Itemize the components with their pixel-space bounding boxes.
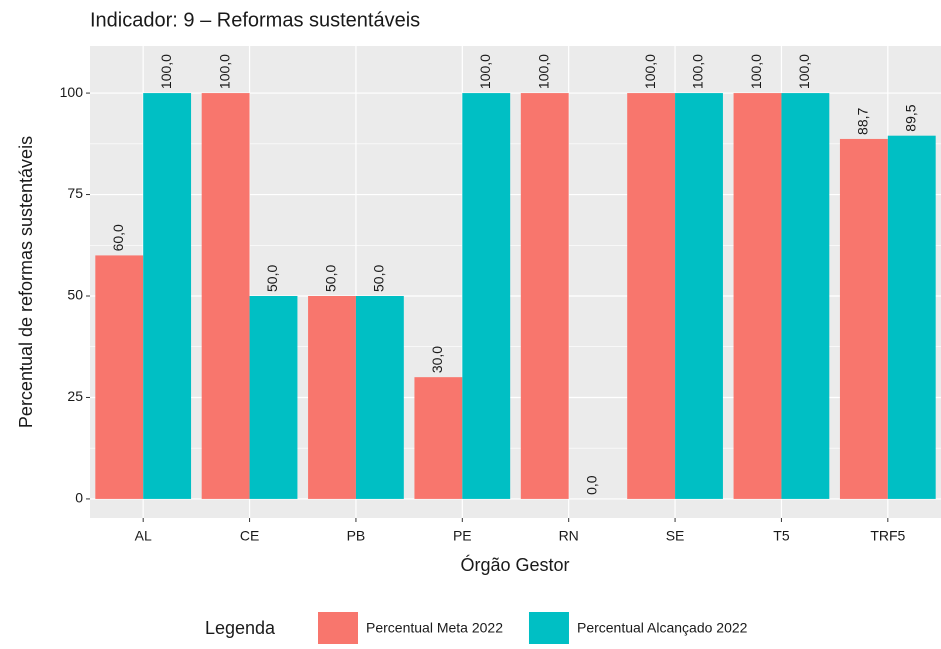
legend-title: Legenda: [205, 618, 276, 638]
bar: [143, 93, 192, 499]
bar: [781, 93, 830, 499]
value-label: 100,0: [216, 54, 232, 89]
x-tick-label: TRF5: [870, 528, 905, 544]
y-tick-label: 50: [67, 287, 83, 303]
value-label: 100,0: [796, 54, 812, 89]
value-label: 50,0: [264, 265, 280, 292]
legend-label: Percentual Meta 2022: [366, 620, 503, 636]
value-label: 30,0: [429, 346, 445, 373]
bar: [627, 93, 676, 499]
value-label: 60,0: [110, 224, 126, 251]
bar: [887, 135, 936, 499]
x-tick-label: RN: [559, 528, 579, 544]
value-label: 50,0: [371, 265, 387, 292]
value-label: 100,0: [642, 54, 658, 89]
x-tick-label: PB: [347, 528, 366, 544]
value-label: 100,0: [690, 54, 706, 89]
legend-label: Percentual Alcançado 2022: [577, 620, 748, 636]
value-label: 0,0: [583, 475, 599, 495]
bar: [201, 93, 250, 499]
value-label: 100,0: [477, 54, 493, 89]
bar: [675, 93, 723, 499]
value-label: 89,5: [902, 104, 918, 131]
x-axis-label: Órgão Gestor: [460, 554, 569, 575]
bar: [95, 255, 144, 499]
bar: [462, 93, 511, 499]
chart-title: Indicador: 9 – Reformas sustentáveis: [90, 9, 420, 31]
bar: [839, 138, 888, 499]
value-label: 100,0: [535, 54, 551, 89]
y-axis-label: Percentual de reformas sustentáveis: [16, 136, 36, 428]
y-tick-label: 75: [67, 185, 83, 201]
bar: [355, 296, 404, 499]
x-tick-label: AL: [135, 528, 152, 544]
bar: [308, 296, 356, 499]
legend-key: [318, 612, 358, 646]
y-tick-label: 100: [60, 84, 84, 100]
x-tick-label: PE: [453, 528, 472, 544]
value-label: 88,7: [855, 107, 871, 134]
legend-key: [528, 612, 569, 646]
value-label: 50,0: [323, 265, 339, 292]
x-tick-label: CE: [240, 528, 259, 544]
value-label: 100,0: [158, 54, 174, 89]
x-tick-label: SE: [666, 528, 685, 544]
value-label: 100,0: [748, 54, 764, 89]
y-tick-label: 0: [75, 490, 83, 506]
bar: [249, 296, 298, 499]
bar: [733, 93, 782, 499]
x-tick-label: T5: [773, 528, 790, 544]
y-tick-label: 25: [67, 388, 83, 404]
bar: [520, 93, 569, 499]
bar: [414, 377, 463, 499]
